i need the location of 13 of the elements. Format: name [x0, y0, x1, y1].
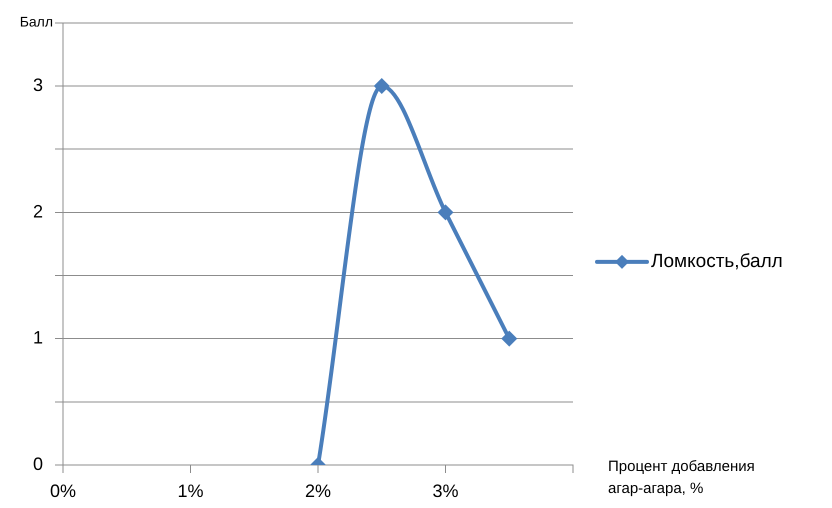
y-tick-label: 3	[32, 74, 43, 95]
x-tick-label: 0%	[50, 480, 76, 501]
y-tick-label: 2	[32, 201, 43, 222]
point	[374, 78, 390, 94]
y-tick-label: 0	[32, 454, 43, 474]
x-tick-label: 1%	[177, 480, 204, 501]
point	[438, 204, 454, 220]
y-axis-title: Балл	[20, 14, 53, 30]
y-tick-label: 1	[32, 328, 43, 348]
x-tick-label: 2%	[304, 480, 332, 501]
legend-label: Ломкость,балл	[651, 251, 783, 272]
x-tick-label: 3%	[432, 480, 459, 501]
x-axis-title: Процент добавления агар-агара, %	[608, 458, 755, 498]
